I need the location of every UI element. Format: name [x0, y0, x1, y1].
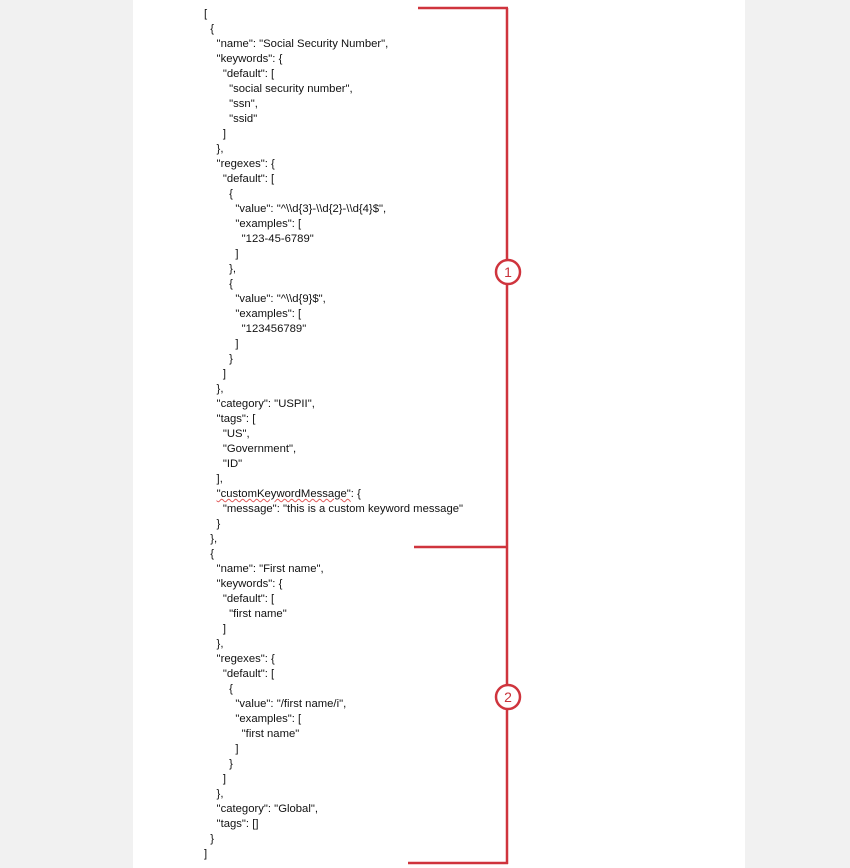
code-line: "category": "Global",	[204, 803, 318, 815]
code-line: ]	[204, 623, 226, 635]
code-line: }	[204, 833, 215, 845]
code-line: ]	[204, 368, 226, 380]
code-line: {	[204, 188, 233, 200]
code-line: {	[204, 23, 215, 35]
callout-1-circle	[494, 258, 522, 286]
code-line: "tags": []	[204, 818, 259, 830]
code-line: "examples": [	[204, 308, 302, 320]
code-line: "ssid"	[204, 113, 258, 125]
code-line: {	[204, 548, 215, 560]
code-line: ]	[204, 848, 208, 860]
code-line: ]	[204, 338, 239, 350]
code-line: "value": "^\\d{9}$",	[204, 293, 326, 305]
code-line: }	[204, 518, 221, 530]
code-line: "message": "this is a custom keyword mes…	[204, 503, 464, 515]
callout-1-label: 1	[504, 264, 512, 280]
code-line: {	[204, 278, 233, 290]
code-line: "name": "First name",	[204, 563, 324, 575]
code-line: "ssn",	[204, 98, 258, 110]
spellcheck-underlined-key: "customKeywordMessage"	[216, 488, 351, 500]
code-line: "tags": [	[204, 413, 256, 425]
code-line: },	[204, 143, 224, 155]
code-line: ]	[204, 743, 239, 755]
code-line: "social security number",	[204, 83, 353, 95]
code-line: ]	[204, 773, 226, 785]
code-line: },	[204, 638, 224, 650]
code-line: },	[204, 383, 224, 395]
code-line: ]	[204, 248, 239, 260]
code-line: "default": [	[204, 68, 275, 80]
code-line: "keywords": {	[204, 578, 283, 590]
code-line: }	[204, 758, 233, 770]
code-line: "default": [	[204, 593, 275, 605]
code-line: "value": "/first name/i",	[204, 698, 347, 710]
code-line: "Government",	[204, 443, 297, 455]
code-line: "first name"	[204, 728, 300, 740]
code-line: "123-45-6789"	[204, 233, 314, 245]
code-line: },	[204, 263, 237, 275]
code-line: "customKeywordMessage": {	[216, 488, 361, 500]
code-line: "category": "USPII",	[204, 398, 315, 410]
code-line: "name": "Social Security Number",	[204, 38, 389, 50]
code-line: "keywords": {	[204, 53, 283, 65]
code-line: "ID"	[204, 458, 243, 470]
callout-2-circle	[494, 683, 522, 711]
code-line: {	[204, 683, 233, 695]
code-line: [	[204, 8, 208, 20]
code-line: "examples": [	[204, 713, 302, 725]
code-line: "123456789"	[204, 323, 307, 335]
code-line: },	[204, 788, 224, 800]
code-line: ]	[204, 128, 226, 140]
code-line: "regexes": {	[204, 158, 275, 170]
code-line: "regexes": {	[204, 653, 275, 665]
code-line: "default": [	[204, 668, 275, 680]
code-line: "examples": [	[204, 218, 302, 230]
code-line: }	[204, 353, 233, 365]
document-page	[133, 0, 745, 868]
code-line: "US",	[204, 428, 250, 440]
code-line: "value": "^\\d{3}-\\d{2}-\\d{4}$",	[204, 203, 387, 215]
callout-2-label: 2	[504, 689, 512, 705]
json-code-block: [ { "name": "Social Security Number", "k…	[204, 7, 463, 862]
code-line: "first name"	[204, 608, 287, 620]
code-line: ],	[204, 473, 223, 485]
code-line: "default": [	[204, 173, 275, 185]
code-line: },	[204, 533, 218, 545]
